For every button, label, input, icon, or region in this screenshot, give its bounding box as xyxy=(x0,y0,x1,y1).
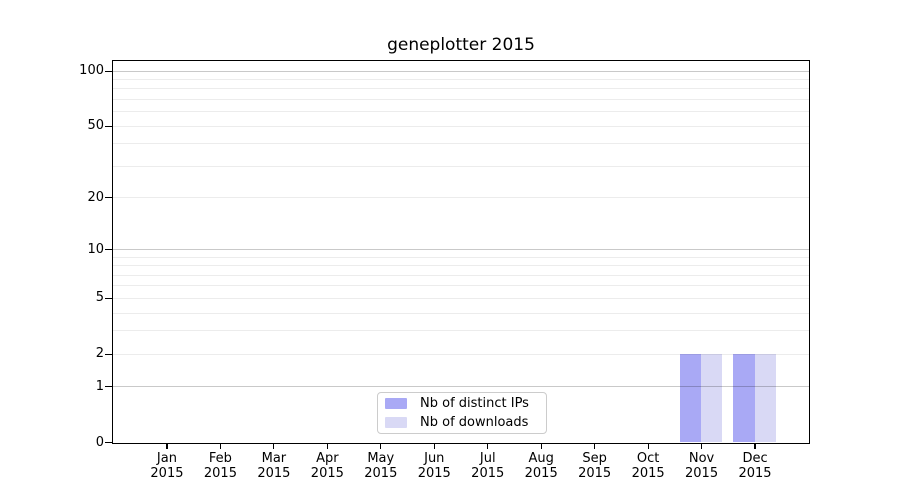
x-tick-label: May 2015 xyxy=(364,451,398,481)
legend-label-downloads: Nb of downloads xyxy=(420,415,529,430)
legend-swatch-distinct-ips xyxy=(385,398,407,409)
x-tick-mark xyxy=(540,444,542,449)
y-tick-mark xyxy=(105,386,112,388)
x-tick-label: Feb 2015 xyxy=(203,451,237,481)
gridline-minor xyxy=(113,330,809,332)
y-tick-mark xyxy=(105,196,112,199)
bar-downloads-nov xyxy=(701,353,723,442)
y-tick-label: 100 xyxy=(79,63,104,79)
y-tick-mark xyxy=(105,70,112,72)
gridline-minor xyxy=(113,265,809,267)
x-tick-label: Aug 2015 xyxy=(524,451,558,481)
x-tick-mark xyxy=(273,444,275,449)
legend-swatch-downloads xyxy=(385,417,407,428)
x-tick-label: Dec 2015 xyxy=(738,451,772,481)
x-tick-label: Jun 2015 xyxy=(417,451,451,481)
y-tick-label: 50 xyxy=(87,118,104,134)
bar-distinct-ips-dec xyxy=(733,353,755,442)
legend-item-downloads: Nb of downloads xyxy=(385,415,546,430)
x-tick-label: Mar 2015 xyxy=(257,451,291,481)
gridline-minor xyxy=(113,165,809,167)
y-tick-label: 10 xyxy=(87,241,104,257)
gridline-major xyxy=(113,386,809,388)
x-tick-mark xyxy=(433,444,435,449)
y-tick-label: 1 xyxy=(95,378,104,394)
x-tick-mark xyxy=(754,444,756,449)
plot-area xyxy=(112,60,810,444)
x-tick-label: Sep 2015 xyxy=(578,451,612,481)
y-tick-label: 5 xyxy=(95,290,104,306)
y-tick-mark xyxy=(105,249,112,251)
gridline-minor xyxy=(113,274,809,276)
x-tick-mark xyxy=(647,444,649,449)
gridline-major xyxy=(113,70,809,72)
x-tick-mark xyxy=(700,444,703,449)
y-tick-mark xyxy=(105,297,112,299)
legend-label-distinct-ips: Nb of distinct IPs xyxy=(420,396,529,411)
x-tick-mark xyxy=(380,444,382,449)
gridline-minor xyxy=(113,285,809,287)
gridline-minor xyxy=(113,125,809,127)
x-tick-label: Jan 2015 xyxy=(150,451,184,481)
gridline-minor xyxy=(113,99,809,101)
legend: Nb of distinct IPs Nb of downloads xyxy=(377,392,547,434)
x-tick-label: Apr 2015 xyxy=(310,451,344,481)
x-tick-mark xyxy=(487,444,489,449)
x-tick-mark xyxy=(219,444,221,449)
y-tick-label: 0 xyxy=(95,434,104,450)
x-tick-label: Oct 2015 xyxy=(631,451,665,481)
x-tick-label: Nov 2015 xyxy=(685,451,719,481)
gridline-minor xyxy=(113,353,809,355)
x-tick-label: Jul 2015 xyxy=(471,451,505,481)
gridline-major xyxy=(113,249,809,251)
gridline-minor xyxy=(113,256,809,258)
gridline-minor xyxy=(113,197,809,199)
y-tick-label: 2 xyxy=(95,346,104,362)
x-tick-mark xyxy=(326,444,328,449)
x-tick-mark xyxy=(166,444,168,449)
bar-distinct-ips-nov xyxy=(679,353,702,442)
gridline-minor xyxy=(113,88,809,90)
gridline-minor xyxy=(113,143,809,145)
y-tick-label: 20 xyxy=(87,189,104,205)
gridline-minor xyxy=(113,79,809,81)
y-tick-mark xyxy=(105,353,112,355)
y-tick-mark xyxy=(105,441,112,444)
bar-downloads-dec xyxy=(754,353,776,442)
gridline-minor xyxy=(113,111,809,113)
legend-item-distinct-ips: Nb of distinct IPs xyxy=(385,396,546,411)
gridline-minor xyxy=(113,297,809,299)
x-tick-mark xyxy=(594,444,596,449)
y-tick-mark xyxy=(105,125,112,127)
chart-title: geneplotter 2015 xyxy=(387,35,535,55)
gridline-minor xyxy=(113,312,809,314)
